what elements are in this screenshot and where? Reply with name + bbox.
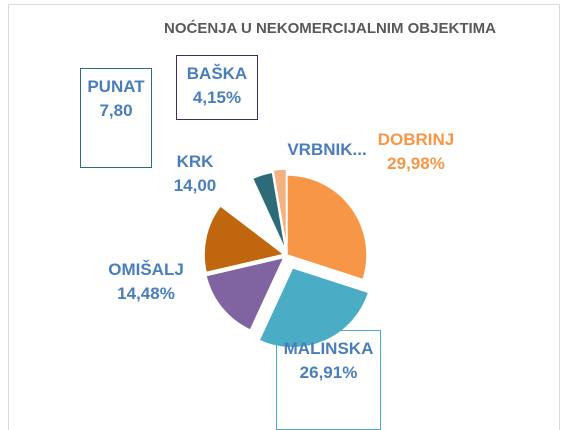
category-label: MALINSKA — [283, 339, 374, 358]
category-label: DOBRINJ — [377, 130, 455, 149]
value-label: 14,48% — [117, 284, 175, 303]
value-label: 7,80 — [99, 101, 133, 120]
category-label: VRBNIK... — [287, 140, 367, 159]
data-label: VRBNIK... — [272, 138, 382, 162]
data-label: DOBRINJ 29,98% — [366, 128, 466, 176]
category-label: OMIŠALJ — [108, 260, 184, 279]
pie-slice — [205, 256, 286, 332]
category-label: PUNAT — [87, 77, 145, 96]
pie-slice — [258, 266, 370, 349]
pie-slice — [251, 171, 287, 252]
data-label: BAŠKA 4,15% — [176, 55, 258, 120]
value-label: 29,98% — [387, 154, 445, 173]
pie-slice — [272, 168, 288, 250]
category-label: KRK — [176, 152, 214, 171]
chart-title: NOĆENJA U NEKOMERCIJALNIM OBJEKTIMA — [164, 20, 496, 37]
pie-slice — [203, 204, 286, 274]
value-label: 26,91% — [299, 363, 358, 382]
pie-slice — [217, 175, 283, 250]
pie-slice — [286, 174, 368, 281]
data-label: MALINSKA 26,91% — [276, 330, 381, 430]
data-label: OMIŠALJ 14,48% — [96, 258, 196, 306]
data-label: PUNAT 7,80 — [80, 68, 152, 168]
category-label: BAŠKA — [186, 64, 248, 83]
data-label: KRK 14,00 — [150, 150, 240, 198]
value-label: 14,00 — [173, 176, 217, 195]
chart-frame — [8, 4, 560, 430]
value-label: 4,15% — [192, 88, 242, 107]
